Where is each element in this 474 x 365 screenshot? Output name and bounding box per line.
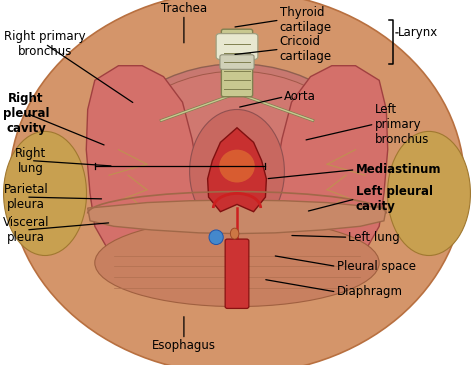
Text: Parietal
pleura: Parietal pleura xyxy=(4,183,48,211)
Polygon shape xyxy=(208,128,266,212)
Text: Cricoid
cartilage: Cricoid cartilage xyxy=(280,35,332,63)
Ellipse shape xyxy=(95,219,379,307)
FancyBboxPatch shape xyxy=(216,34,258,59)
Text: Diaphragm: Diaphragm xyxy=(337,285,402,299)
FancyBboxPatch shape xyxy=(221,29,253,97)
Ellipse shape xyxy=(9,0,465,365)
FancyBboxPatch shape xyxy=(225,239,249,308)
Ellipse shape xyxy=(90,64,384,305)
FancyBboxPatch shape xyxy=(220,55,254,69)
Ellipse shape xyxy=(230,228,239,239)
Text: Left pleural
cavity: Left pleural cavity xyxy=(356,185,432,213)
Text: Left lung: Left lung xyxy=(348,231,400,244)
Text: Aorta: Aorta xyxy=(284,90,316,103)
Ellipse shape xyxy=(387,131,470,256)
Text: Visceral
pleura: Visceral pleura xyxy=(3,216,49,244)
Polygon shape xyxy=(88,200,386,234)
Ellipse shape xyxy=(4,131,86,256)
Ellipse shape xyxy=(219,150,255,182)
Polygon shape xyxy=(86,66,201,274)
Ellipse shape xyxy=(190,110,284,234)
Text: Right primary
bronchus: Right primary bronchus xyxy=(4,30,86,58)
Text: Trachea: Trachea xyxy=(161,1,207,15)
Polygon shape xyxy=(180,0,294,47)
Text: Thyroid
cartilage: Thyroid cartilage xyxy=(280,6,332,34)
Text: Mediastinum: Mediastinum xyxy=(356,163,441,176)
Polygon shape xyxy=(273,66,388,274)
Ellipse shape xyxy=(97,71,377,301)
Text: Right
pleural
cavity: Right pleural cavity xyxy=(3,92,49,135)
Text: Larynx: Larynx xyxy=(398,26,438,39)
Text: Left
primary
bronchus: Left primary bronchus xyxy=(374,103,429,146)
Text: Esophagus: Esophagus xyxy=(152,339,216,353)
Text: Pleural space: Pleural space xyxy=(337,260,416,273)
Ellipse shape xyxy=(209,230,223,245)
Text: Right
lung: Right lung xyxy=(15,147,46,174)
